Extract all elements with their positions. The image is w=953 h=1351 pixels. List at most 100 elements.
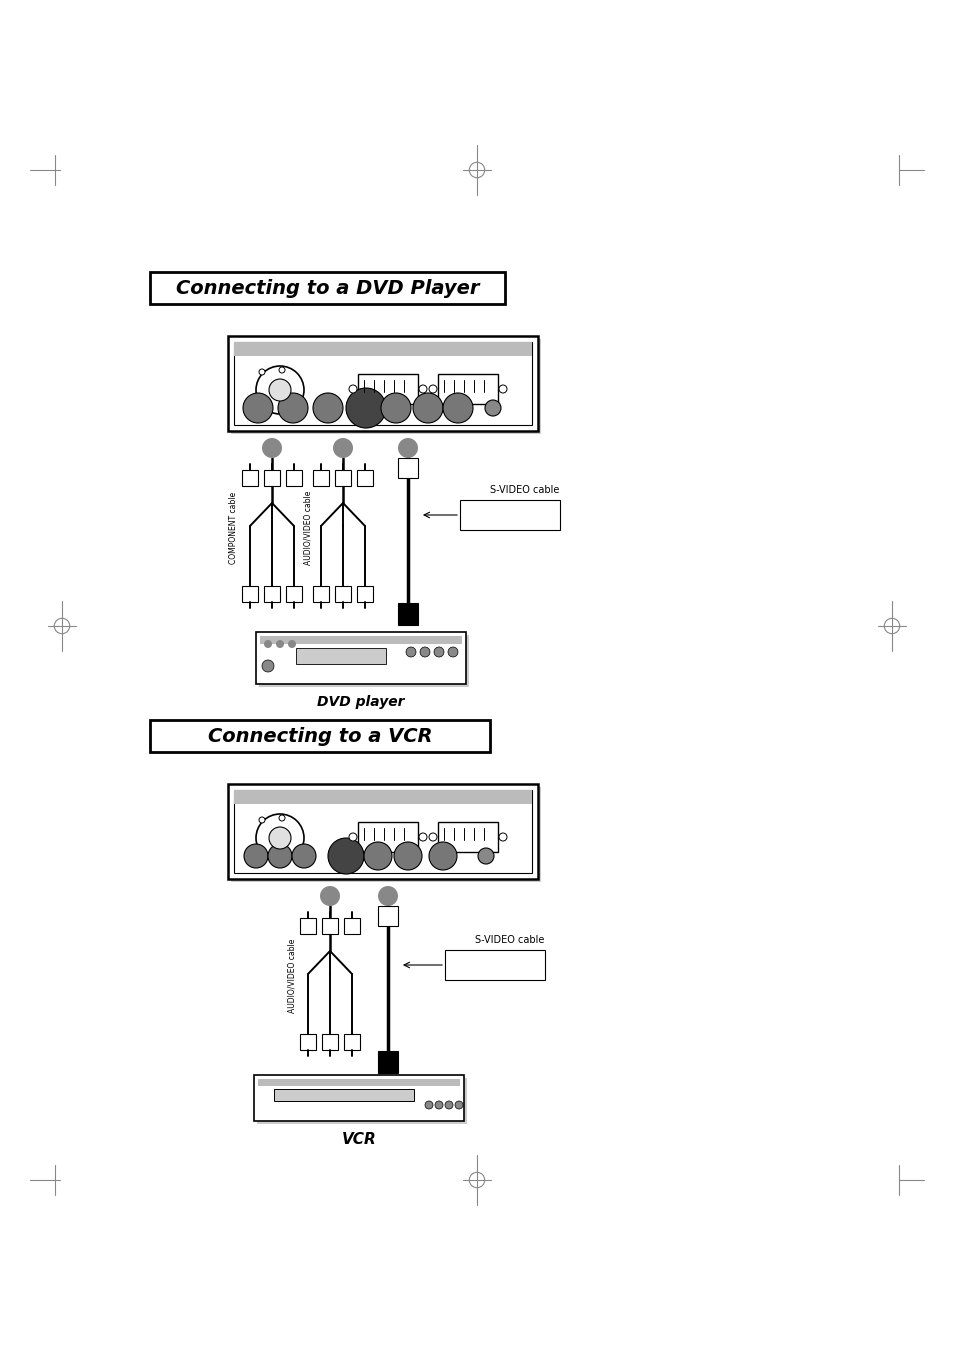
- Circle shape: [477, 848, 494, 865]
- Bar: [255, 632, 465, 684]
- Circle shape: [278, 815, 285, 821]
- Circle shape: [243, 393, 273, 423]
- Circle shape: [349, 834, 356, 842]
- Circle shape: [429, 842, 456, 870]
- Text: S-VIDEO cable: S-VIDEO cable: [490, 485, 558, 494]
- Bar: [253, 1075, 463, 1121]
- Bar: [459, 500, 559, 530]
- Bar: [264, 470, 280, 486]
- Circle shape: [328, 838, 364, 874]
- Bar: [286, 470, 302, 486]
- Circle shape: [429, 385, 436, 393]
- Bar: [335, 470, 351, 486]
- Bar: [299, 1034, 315, 1050]
- Text: Connecting to a VCR: Connecting to a VCR: [208, 727, 432, 746]
- Circle shape: [397, 438, 417, 458]
- Text: VCR: VCR: [341, 1132, 376, 1147]
- Bar: [322, 917, 337, 934]
- Circle shape: [484, 400, 500, 416]
- Bar: [357, 821, 417, 852]
- Circle shape: [394, 842, 421, 870]
- Circle shape: [258, 817, 265, 823]
- Bar: [444, 950, 544, 979]
- Bar: [322, 1034, 337, 1050]
- Bar: [258, 635, 469, 688]
- Circle shape: [498, 834, 506, 842]
- Circle shape: [277, 393, 308, 423]
- Bar: [233, 342, 532, 426]
- Bar: [397, 458, 417, 478]
- Circle shape: [413, 393, 442, 423]
- Bar: [256, 1078, 467, 1124]
- Bar: [260, 636, 461, 644]
- Circle shape: [418, 834, 427, 842]
- Bar: [313, 586, 329, 603]
- Circle shape: [448, 647, 457, 657]
- Bar: [313, 470, 329, 486]
- Bar: [357, 374, 417, 404]
- Circle shape: [292, 844, 315, 867]
- Circle shape: [255, 366, 304, 413]
- Bar: [377, 907, 397, 925]
- Circle shape: [255, 815, 304, 862]
- Circle shape: [444, 1101, 453, 1109]
- Circle shape: [258, 369, 265, 376]
- Bar: [437, 821, 497, 852]
- Bar: [344, 1034, 359, 1050]
- Circle shape: [262, 438, 282, 458]
- Circle shape: [364, 842, 392, 870]
- Bar: [257, 1079, 459, 1086]
- Bar: [295, 648, 386, 663]
- Text: AUDIO/VIDEO cable: AUDIO/VIDEO cable: [287, 939, 296, 1013]
- Bar: [228, 336, 537, 431]
- Bar: [335, 586, 351, 603]
- Bar: [228, 784, 537, 880]
- Bar: [437, 374, 497, 404]
- Bar: [377, 1051, 397, 1073]
- Circle shape: [406, 647, 416, 657]
- Bar: [274, 1089, 414, 1101]
- Circle shape: [288, 640, 295, 648]
- Circle shape: [278, 367, 285, 373]
- Circle shape: [333, 438, 353, 458]
- Circle shape: [424, 1101, 433, 1109]
- Bar: [286, 586, 302, 603]
- Bar: [150, 720, 490, 753]
- Bar: [299, 917, 315, 934]
- Circle shape: [269, 827, 291, 848]
- Bar: [242, 586, 257, 603]
- Circle shape: [498, 385, 506, 393]
- Circle shape: [275, 640, 284, 648]
- Circle shape: [349, 385, 356, 393]
- Bar: [356, 586, 373, 603]
- Bar: [150, 272, 504, 304]
- Bar: [231, 788, 540, 882]
- Text: COMPONENT cable: COMPONENT cable: [230, 492, 238, 565]
- Bar: [233, 790, 532, 804]
- Text: Connecting to a DVD Player: Connecting to a DVD Player: [175, 278, 478, 297]
- Circle shape: [346, 388, 386, 428]
- Circle shape: [262, 661, 274, 671]
- Circle shape: [434, 647, 443, 657]
- Bar: [233, 790, 532, 873]
- Circle shape: [244, 844, 268, 867]
- Circle shape: [264, 640, 272, 648]
- Circle shape: [455, 1101, 462, 1109]
- Circle shape: [269, 380, 291, 401]
- Bar: [242, 470, 257, 486]
- Circle shape: [319, 886, 339, 907]
- Circle shape: [418, 385, 427, 393]
- Text: S-VIDEO cable: S-VIDEO cable: [475, 935, 544, 944]
- Circle shape: [313, 393, 343, 423]
- Bar: [264, 586, 280, 603]
- Bar: [344, 917, 359, 934]
- Text: DVD player: DVD player: [317, 694, 404, 709]
- Text: AUDIO/VIDEO cable: AUDIO/VIDEO cable: [303, 490, 313, 565]
- Circle shape: [419, 647, 430, 657]
- Circle shape: [377, 886, 397, 907]
- Circle shape: [435, 1101, 442, 1109]
- Circle shape: [268, 844, 292, 867]
- Circle shape: [442, 393, 473, 423]
- Bar: [233, 342, 532, 357]
- Bar: [231, 339, 540, 434]
